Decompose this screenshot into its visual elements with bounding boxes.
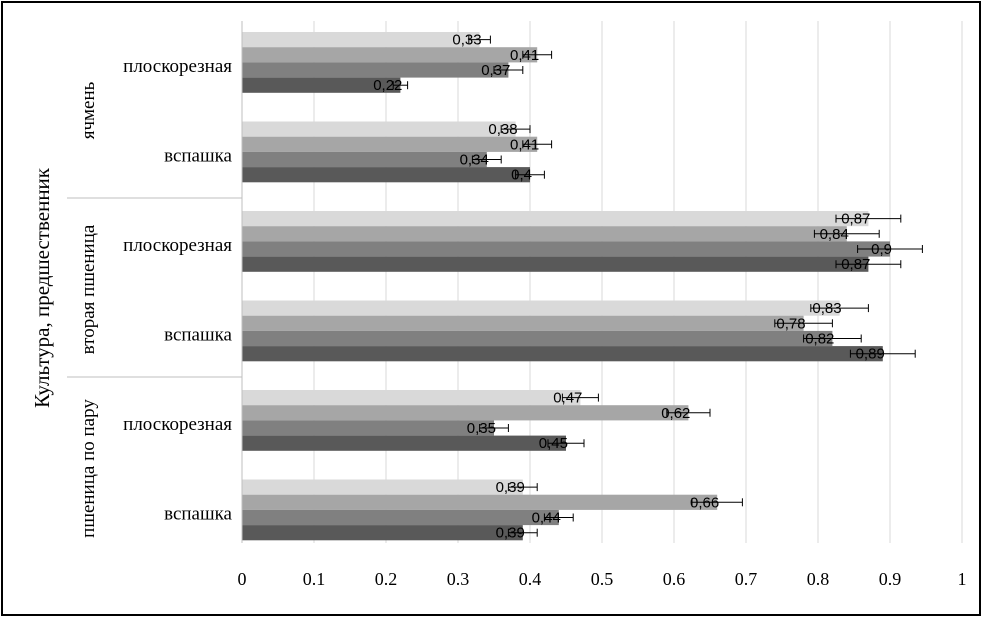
bar xyxy=(242,346,883,362)
y-axis-title: Культура, предшественник xyxy=(30,167,54,408)
bars xyxy=(242,32,890,541)
bar xyxy=(242,77,401,93)
bar xyxy=(242,256,869,272)
bar xyxy=(242,167,530,183)
bar xyxy=(242,136,538,152)
data-label: 0,39 xyxy=(496,479,525,496)
group-label: ячмень xyxy=(78,81,99,139)
data-label: 0,38 xyxy=(488,121,517,138)
data-label: 0,37 xyxy=(481,62,510,79)
x-tick-label: 0.7 xyxy=(735,569,758,589)
data-label: 0,47 xyxy=(553,390,582,407)
data-label: 0,34 xyxy=(460,152,489,169)
bar xyxy=(242,32,480,48)
category-label: плоскорезная xyxy=(123,414,232,435)
bar xyxy=(242,121,516,137)
category-label: вспашка xyxy=(164,503,232,524)
x-tick-label: 0.3 xyxy=(447,569,470,589)
x-tick-label: 0.8 xyxy=(807,569,830,589)
bar xyxy=(242,300,840,316)
data-label: 0,4 xyxy=(511,167,532,184)
bar xyxy=(242,390,581,406)
axes: 0 0.1 0.2 0.3 0.4 0.5 0.6 0.7 0.8 0.9 1 ячмень плоск… xyxy=(67,21,967,589)
bar xyxy=(242,151,487,168)
data-label: 0,41 xyxy=(510,136,539,153)
data-label: 0,22 xyxy=(373,77,402,94)
bar xyxy=(242,330,833,347)
bar xyxy=(242,525,523,541)
data-label: 0,83 xyxy=(812,300,841,317)
data-label: 0,9 xyxy=(871,241,892,258)
data-label: 0,82 xyxy=(805,331,834,348)
bar xyxy=(242,420,494,436)
data-label: 0,84 xyxy=(820,226,849,243)
data-label: 0,62 xyxy=(661,405,690,422)
bar xyxy=(242,241,890,257)
category-label: плоскорезная xyxy=(123,235,232,256)
data-labels: 0,330,410,370,220,380,410,340,40,870,840… xyxy=(373,32,892,542)
x-tick-label: 1 xyxy=(958,569,967,589)
category-label: вспашка xyxy=(164,145,232,166)
data-label: 0,66 xyxy=(690,494,719,511)
category-label: плоскорезная xyxy=(123,56,232,77)
category-label: вспашка xyxy=(164,324,232,345)
data-label: 0,87 xyxy=(841,211,870,228)
data-label: 0,89 xyxy=(856,346,885,363)
bar xyxy=(242,211,869,227)
group-label: пшеница по пару xyxy=(78,399,99,538)
bar xyxy=(242,226,847,242)
group-label: вторая пшеница xyxy=(78,224,99,354)
x-tick-label: 0 xyxy=(238,569,247,589)
x-tick-label: 0.4 xyxy=(519,569,542,589)
grid-lines xyxy=(313,21,963,543)
data-label: 0,87 xyxy=(841,256,870,273)
bar xyxy=(242,494,718,510)
x-tick-label: 0.9 xyxy=(879,569,902,589)
bar xyxy=(242,62,509,78)
bar xyxy=(242,435,566,451)
data-label: 0,35 xyxy=(467,420,496,437)
bar xyxy=(242,479,523,495)
data-label: 0,39 xyxy=(496,525,525,542)
data-label: 0,45 xyxy=(539,435,568,452)
data-label: 0,44 xyxy=(532,510,561,527)
x-tick-label: 0.5 xyxy=(591,569,614,589)
error-bars xyxy=(392,35,923,537)
data-label: 0,78 xyxy=(776,315,805,332)
data-label: 0,41 xyxy=(510,47,539,64)
x-tick-label: 0.6 xyxy=(663,569,686,589)
bar xyxy=(242,509,559,526)
x-tick-label: 0.1 xyxy=(303,569,326,589)
bar xyxy=(242,405,689,421)
bar xyxy=(242,47,538,63)
x-tick-label: 0.2 xyxy=(375,569,398,589)
data-label: 0,33 xyxy=(452,32,481,49)
bar xyxy=(242,315,804,331)
